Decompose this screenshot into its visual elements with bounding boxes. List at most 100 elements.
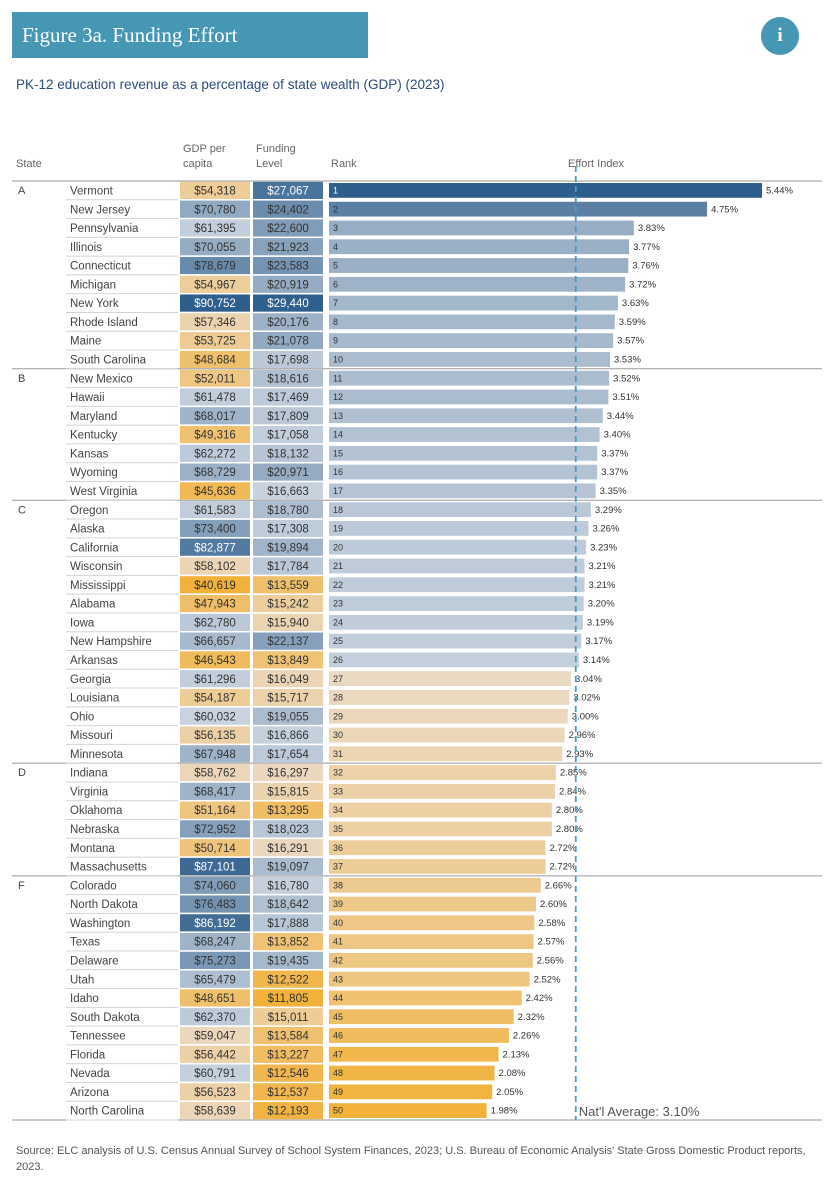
effort-value-label: 2.80%	[556, 805, 583, 816]
state-name: Oklahoma	[70, 805, 123, 817]
effort-value-label: 2.85%	[560, 768, 587, 779]
gdp-cell	[180, 670, 250, 688]
effort-value-label: 3.59%	[619, 317, 646, 328]
gdp-cell	[180, 632, 250, 650]
effort-value-label: 2.80%	[556, 824, 583, 835]
rank-label: 36	[333, 843, 343, 853]
gdp-value: $40,619	[194, 580, 236, 592]
funding-cell	[253, 895, 323, 913]
gdp-value: $67,948	[194, 749, 236, 761]
state-name: Louisiana	[70, 693, 120, 705]
gdp-cell	[180, 576, 250, 594]
funding-value: $20,971	[267, 467, 309, 479]
state-name: Connecticut	[70, 261, 132, 273]
funding-cell	[253, 970, 323, 988]
gdp-value: $54,967	[194, 279, 236, 291]
grade-label: A	[18, 185, 26, 197]
gdp-value: $54,187	[194, 693, 236, 705]
state-name: Kansas	[70, 448, 109, 460]
effort-bar	[329, 690, 570, 705]
funding-cell	[253, 519, 323, 538]
state-name: Arkansas	[70, 655, 118, 667]
effort-bar	[329, 1084, 493, 1100]
state-name: New York	[70, 298, 119, 310]
effort-bar	[329, 483, 596, 499]
state-name: Ohio	[70, 711, 94, 723]
rank-label: 24	[333, 617, 343, 627]
effort-value-label: 1.98%	[491, 1106, 518, 1117]
gdp-cell	[180, 1008, 250, 1026]
effort-value-label: 2.66%	[545, 880, 572, 891]
effort-value-label: 3.52%	[613, 373, 640, 384]
funding-cell	[253, 219, 323, 237]
effort-value-label: 5.44%	[766, 186, 793, 197]
gdp-cell	[180, 801, 250, 819]
funding-value: $27,067	[267, 186, 309, 198]
rank-label: 9	[333, 336, 338, 346]
grade-label: D	[18, 767, 26, 779]
state-name: Pennsylvania	[70, 223, 139, 235]
effort-bar	[329, 539, 587, 555]
funding-cell	[253, 989, 323, 1007]
gdp-value: $62,272	[194, 448, 236, 460]
gdp-value: $56,442	[194, 1049, 236, 1061]
funding-cell	[253, 951, 323, 969]
chart-subtitle: PK-12 education revenue as a percentage …	[16, 77, 445, 92]
effort-bar	[329, 408, 603, 424]
rank-label: 15	[333, 448, 343, 458]
gdp-cell	[180, 388, 250, 406]
state-name: Mississippi	[70, 580, 126, 592]
effort-value-label: 2.32%	[518, 1012, 545, 1023]
effort-value-label: 2.56%	[537, 955, 564, 966]
funding-value: $13,559	[267, 580, 309, 592]
funding-value: $17,698	[267, 355, 309, 367]
rank-label: 34	[333, 805, 343, 815]
effort-value-label: 3.14%	[583, 655, 610, 666]
effort-bar	[329, 877, 541, 893]
funding-cell	[253, 444, 323, 462]
effort-bar	[329, 239, 630, 255]
column-header-gdp: GDP per capita	[183, 142, 226, 172]
gdp-cell	[180, 275, 250, 293]
gdp-cell	[180, 219, 250, 237]
gdp-cell	[180, 951, 250, 969]
effort-bar	[329, 558, 585, 574]
rank-label: 6	[333, 279, 338, 289]
effort-value-label: 3.37%	[601, 448, 628, 459]
funding-cell	[253, 388, 323, 406]
state-name: North Carolina	[70, 1106, 145, 1118]
rank-label: 10	[333, 355, 343, 365]
info-icon[interactable]: i	[761, 17, 799, 55]
rank-label: 33	[333, 786, 343, 796]
effort-bar	[329, 445, 598, 461]
column-header-funding: Funding Level	[256, 142, 296, 172]
effort-value-label: 3.02%	[573, 693, 600, 704]
state-name: Wisconsin	[70, 561, 122, 573]
state-name: Vermont	[70, 186, 114, 198]
effort-bar	[329, 765, 556, 780]
gdp-value: $72,952	[194, 824, 236, 836]
effort-value-label: 2.13%	[503, 1049, 530, 1060]
effort-bar	[329, 952, 533, 968]
gdp-cell	[180, 369, 250, 387]
gdp-cell	[180, 1045, 250, 1063]
funding-cell	[253, 501, 323, 519]
funding-cell	[253, 763, 323, 782]
gdp-cell	[180, 350, 250, 368]
effort-value-label: 3.19%	[587, 617, 614, 628]
gdp-cell	[180, 876, 250, 894]
rank-label: 20	[333, 542, 343, 552]
state-name: Virginia	[70, 786, 109, 798]
rank-label: 26	[333, 655, 343, 665]
funding-value: $12,546	[267, 1068, 309, 1080]
effort-bar	[329, 934, 534, 949]
funding-value: $15,242	[267, 599, 309, 611]
effort-bar	[329, 783, 556, 799]
state-name: Wyoming	[70, 467, 118, 479]
funding-cell	[253, 482, 323, 500]
gdp-cell	[180, 256, 250, 275]
funding-value: $15,940	[267, 617, 309, 629]
effort-bar	[329, 840, 546, 856]
funding-value: $17,888	[267, 918, 309, 930]
effort-chart: A B C D F Vermont $54,318 $27,067 1 5.44% New Jers…	[12, 166, 822, 1121]
